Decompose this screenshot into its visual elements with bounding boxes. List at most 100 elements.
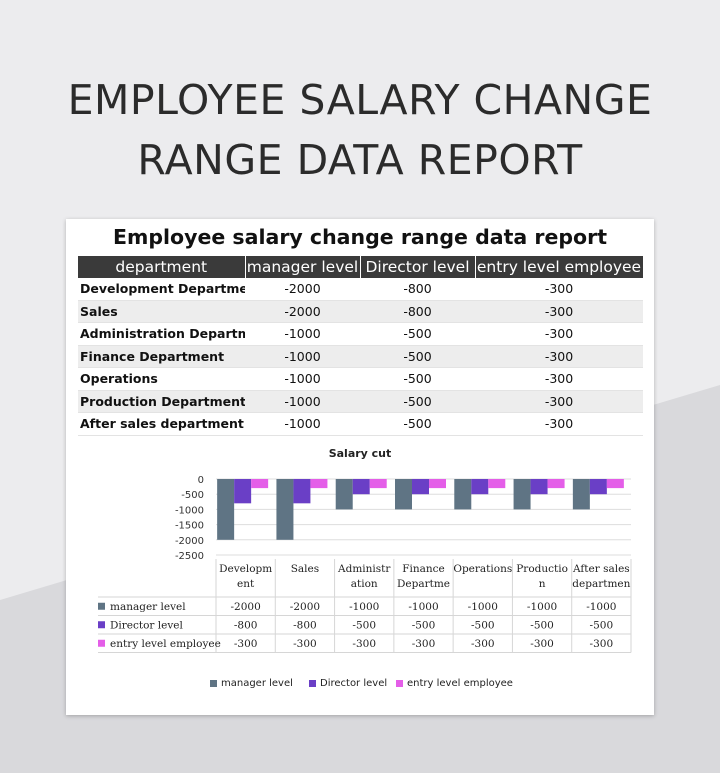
table-row: After sales department -1000 -500 -300 [78, 412, 643, 436]
bar [234, 479, 252, 504]
bar [412, 479, 429, 495]
data-label: -2000 [231, 601, 261, 613]
legend-label: manager level [221, 678, 293, 689]
cell-entry: -300 [475, 322, 643, 346]
table-header-row: department manager level Director level … [78, 256, 644, 278]
header-department: department [78, 256, 246, 278]
series-label: manager level [110, 601, 186, 613]
x-category-label: Departme [397, 578, 450, 590]
legend-label: entry level employee [407, 678, 513, 689]
bar [352, 479, 370, 495]
bar [606, 479, 624, 489]
salary-table: department manager level Director level … [78, 256, 644, 436]
table-row: Operations -1000 -500 -300 [78, 367, 643, 391]
cell-department: Administration Departmen [78, 322, 245, 346]
bar [454, 479, 472, 510]
legend-swatch [210, 680, 217, 687]
bar [572, 479, 590, 510]
table-row: Production Department -1000 -500 -300 [78, 390, 643, 413]
page-title: EMPLOYEE SALARY CHANGE RANGE DATA REPORT [0, 70, 720, 190]
page-title-line-2: RANGE DATA REPORT [137, 136, 583, 184]
header-entry-level: entry level employee [475, 256, 644, 278]
x-category-label: After sales [572, 563, 630, 575]
data-label: -300 [234, 638, 258, 650]
data-label: -500 [530, 619, 554, 631]
data-label: -1000 [468, 601, 498, 613]
bar [530, 479, 548, 495]
cell-entry: -300 [475, 300, 643, 323]
bar [276, 479, 294, 540]
legend-key [98, 602, 105, 610]
bar [488, 479, 506, 489]
cell-entry: -300 [475, 367, 643, 391]
y-tick-label: -2500 [175, 551, 204, 562]
legend-swatch [309, 680, 316, 687]
x-category-label: departmen [572, 578, 630, 590]
cell-department: Production Department [78, 390, 245, 413]
chart-title: Salary cut [329, 447, 392, 460]
data-label: -500 [352, 619, 376, 631]
table-row: Sales -2000 -800 -300 [78, 300, 643, 323]
data-label: -500 [471, 619, 495, 631]
salary-cut-chart: Salary cut 0 -500 -1000 -1500 -2000 -2500 Devel… [78, 441, 643, 703]
cell-manager: -1000 [245, 412, 360, 436]
data-label: -300 [590, 638, 614, 650]
table-row: Development Department -2000 -800 -300 [78, 278, 643, 301]
data-label: -1000 [586, 601, 616, 613]
x-category-label: ation [351, 578, 378, 590]
data-label: -300 [471, 638, 495, 650]
legend-key [98, 621, 105, 629]
cell-manager: -1000 [245, 345, 360, 368]
cell-manager: -1000 [245, 390, 360, 413]
cell-director: -500 [360, 390, 475, 413]
data-label: -300 [530, 638, 554, 650]
table-row: Administration Departmen -1000 -500 -300 [78, 322, 643, 346]
bar [293, 479, 311, 504]
x-category-label: Administr [337, 563, 391, 575]
cell-department: After sales department [78, 412, 245, 436]
y-tick-label: -2000 [175, 536, 204, 547]
cell-manager: -2000 [245, 278, 360, 301]
bar [251, 479, 269, 489]
cell-director: -500 [360, 367, 475, 391]
data-label: -1000 [349, 601, 379, 613]
cell-director: -800 [360, 278, 475, 301]
bar [547, 479, 565, 489]
bar [471, 479, 489, 495]
cell-department: Development Department [78, 278, 245, 301]
bar [513, 479, 531, 510]
bar [217, 479, 235, 540]
cell-entry: -300 [475, 278, 643, 301]
legend-swatch [396, 680, 403, 687]
cell-department: Operations [78, 367, 245, 391]
cell-entry: -300 [475, 345, 643, 368]
cell-manager: -1000 [245, 322, 360, 346]
data-label: -800 [234, 619, 258, 631]
cell-manager: -2000 [245, 300, 360, 323]
cell-department: Finance Department [78, 345, 245, 368]
bar [429, 479, 446, 489]
cell-entry: -300 [475, 412, 643, 436]
cell-director: -500 [360, 322, 475, 346]
page-title-line-1: EMPLOYEE SALARY CHANGE [67, 76, 653, 124]
cell-director: -500 [360, 412, 475, 436]
bar [335, 479, 353, 510]
data-label: -800 [293, 619, 317, 631]
cell-director: -500 [360, 345, 475, 368]
sheet-title: Employee salary change range data report [112, 225, 608, 249]
y-tick-label: -500 [181, 490, 204, 501]
bar [310, 479, 328, 489]
bar [369, 479, 387, 489]
header-director-level: Director level [360, 256, 476, 278]
x-category-label: Finance [402, 563, 445, 575]
data-label: -1000 [408, 601, 438, 613]
data-label: -1000 [527, 601, 557, 613]
data-label: -300 [412, 638, 436, 650]
y-tick-label: -1500 [175, 521, 204, 532]
chart-svg: Salary cut 0 -500 -1000 -1500 -2000 -2500 Devel… [98, 447, 632, 689]
bar [395, 479, 412, 510]
y-tick-label: 0 [198, 475, 204, 486]
series-label: entry level employee [110, 638, 221, 650]
y-tick-label: -1000 [175, 505, 204, 516]
cell-department: Sales [78, 300, 245, 323]
